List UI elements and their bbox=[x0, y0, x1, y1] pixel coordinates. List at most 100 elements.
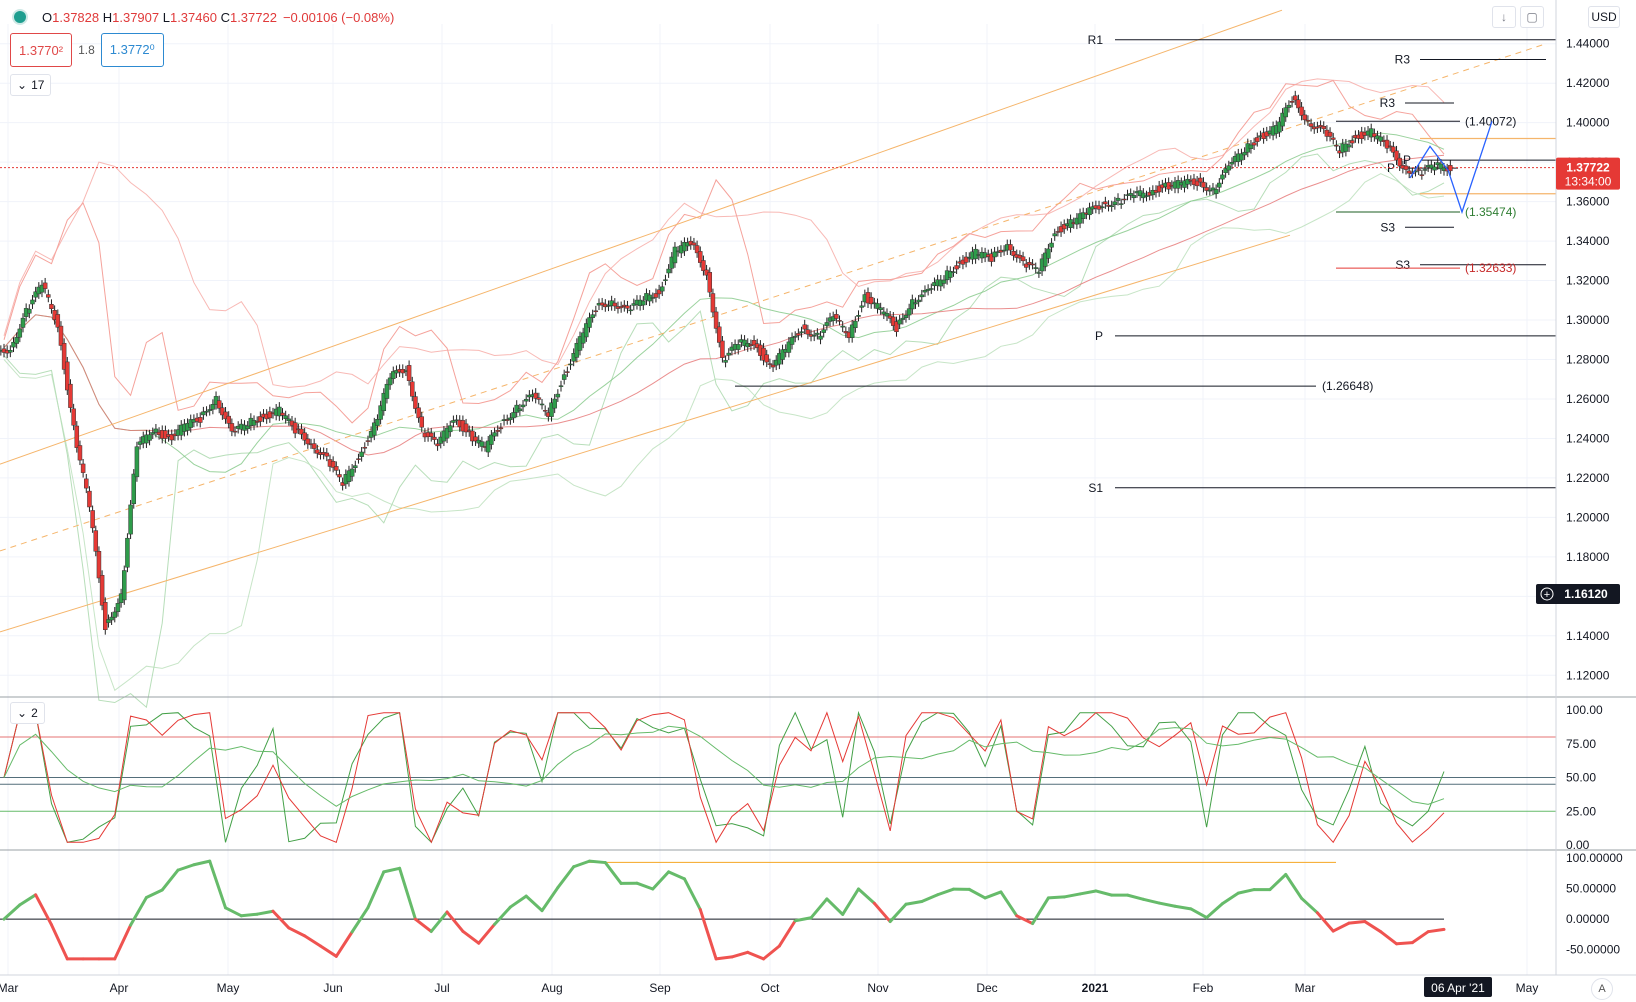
momentum-oscillator bbox=[0, 859, 1446, 961]
candle-body bbox=[666, 268, 671, 274]
candle-body bbox=[419, 416, 425, 428]
momentum-segment bbox=[398, 866, 417, 921]
candle-body bbox=[1001, 249, 1007, 252]
candle-body bbox=[277, 406, 282, 417]
candle-body bbox=[305, 438, 311, 445]
candle-body bbox=[267, 411, 273, 419]
candle-body bbox=[1432, 166, 1437, 171]
channel-lower-line bbox=[0, 234, 1291, 633]
momentum-segment bbox=[1015, 914, 1035, 926]
crosshair-price-badge bbox=[1536, 583, 1620, 604]
candle-body bbox=[919, 294, 925, 298]
candle-body bbox=[254, 421, 260, 423]
price-tick-label: 1.34000 bbox=[1566, 234, 1610, 248]
candle-body bbox=[618, 306, 624, 309]
candle-body bbox=[68, 383, 73, 408]
price-tick-label: 1.42000 bbox=[1566, 76, 1610, 90]
momentum-segment bbox=[271, 909, 291, 930]
level-label: P bbox=[1095, 329, 1103, 343]
candle-body bbox=[283, 415, 288, 419]
candle-body bbox=[821, 329, 826, 333]
candle-body bbox=[58, 325, 64, 346]
candle-body bbox=[824, 322, 830, 326]
candle-body bbox=[96, 551, 102, 579]
candle-body bbox=[147, 434, 152, 441]
main-indicators-toggle[interactable]: ⌄ 17 bbox=[10, 74, 52, 96]
candle-body bbox=[42, 282, 48, 289]
plus-icon: + bbox=[1544, 589, 1550, 601]
momentum-segment bbox=[113, 923, 133, 961]
momentum-segment bbox=[1410, 930, 1430, 945]
candle-body bbox=[1011, 251, 1016, 256]
candle-body bbox=[897, 319, 902, 325]
candle-body bbox=[55, 314, 61, 328]
candle-body bbox=[17, 328, 23, 338]
candle-body bbox=[1346, 144, 1352, 148]
candle-body bbox=[868, 296, 874, 305]
candle-body bbox=[900, 317, 906, 320]
candle-body bbox=[799, 331, 804, 333]
sell-button[interactable]: 1.3770² bbox=[10, 33, 73, 67]
candle-body bbox=[1207, 189, 1213, 192]
candle-body bbox=[112, 611, 118, 618]
momentum-segment bbox=[762, 944, 781, 961]
market-status-icon[interactable] bbox=[14, 11, 26, 23]
candle-body bbox=[1299, 106, 1304, 116]
candle-body bbox=[1008, 244, 1013, 251]
momentum-segment bbox=[1189, 907, 1209, 920]
momentum-segment bbox=[18, 893, 38, 907]
download-icon[interactable]: ↓ bbox=[1492, 6, 1516, 28]
candle-body bbox=[90, 510, 95, 529]
auto-scale-button[interactable]: A bbox=[1591, 978, 1613, 1000]
momentum-segment bbox=[160, 868, 180, 892]
candle-body bbox=[280, 412, 285, 416]
candle-body bbox=[1406, 170, 1412, 174]
candle-body bbox=[875, 303, 880, 309]
level-label: R1 bbox=[1088, 33, 1104, 47]
candle-body bbox=[1204, 187, 1209, 191]
candle-body bbox=[463, 423, 469, 433]
momentum-tick-label: -50.00000 bbox=[1566, 943, 1620, 957]
candle-body bbox=[61, 342, 67, 370]
oscillator-indicators-toggle[interactable]: ⌄ 2 bbox=[10, 702, 45, 724]
candle-body bbox=[913, 302, 918, 305]
candle-body bbox=[106, 619, 111, 623]
candle-body bbox=[656, 289, 662, 295]
candle-body bbox=[717, 326, 722, 343]
candle-body bbox=[1242, 151, 1247, 156]
time-tick-label: Feb bbox=[1193, 981, 1214, 995]
candle-body bbox=[435, 443, 440, 447]
momentum-segment bbox=[1315, 911, 1335, 933]
candle-body bbox=[356, 458, 361, 460]
candle-body bbox=[580, 332, 586, 344]
close-value: 1.37722 bbox=[229, 9, 277, 25]
candle-body bbox=[150, 432, 155, 435]
candle-body bbox=[311, 443, 317, 449]
momentum-segment bbox=[651, 870, 671, 891]
crosshair-date-label: 06 Apr '21 bbox=[1431, 981, 1485, 995]
candle-body bbox=[337, 474, 342, 478]
candle-body bbox=[587, 317, 592, 328]
buy-button[interactable]: 1.3772⁰ bbox=[100, 33, 164, 67]
candle-body bbox=[552, 398, 557, 409]
candle-body bbox=[973, 248, 978, 260]
momentum-tick-label: 50.00000 bbox=[1566, 882, 1616, 896]
candle-body bbox=[1315, 126, 1320, 129]
open-value: 1.37828 bbox=[52, 9, 100, 25]
candle-body bbox=[1058, 226, 1064, 233]
fullscreen-icon[interactable]: ▢ bbox=[1520, 6, 1544, 28]
candle-body bbox=[128, 504, 133, 535]
candle-body bbox=[694, 245, 700, 254]
candle-body bbox=[1308, 123, 1314, 127]
candle-body bbox=[992, 251, 997, 258]
candle-body bbox=[941, 279, 947, 284]
candle-body bbox=[1030, 263, 1035, 266]
candle-body bbox=[1286, 104, 1292, 108]
candle-body bbox=[365, 440, 371, 442]
candle-body bbox=[1391, 146, 1396, 153]
momentum-segment bbox=[429, 910, 449, 933]
time-tick-label: Dec bbox=[976, 981, 997, 995]
currency-button[interactable]: USD bbox=[1588, 6, 1620, 28]
candle-body bbox=[1099, 206, 1105, 209]
